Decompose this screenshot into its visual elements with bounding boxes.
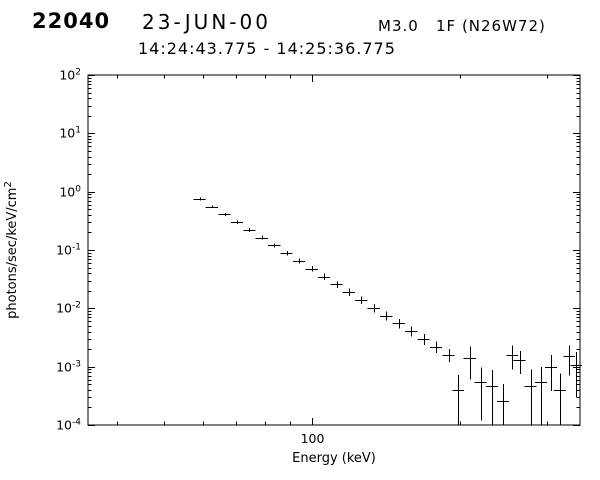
x-axis-label: Energy (keV) (292, 451, 376, 466)
y-tick-label: 101 (59, 126, 81, 141)
x-axis: 100 (117, 75, 548, 446)
data-point (230, 220, 244, 224)
data-point (193, 197, 206, 201)
time-range: 14:24:43.775 - 14:25:36.775 (138, 39, 396, 58)
data-points (193, 197, 583, 425)
data-point (463, 346, 476, 380)
data-point (506, 345, 519, 370)
data-point (380, 311, 393, 321)
data-point (292, 258, 306, 264)
flare-number: 22040 (32, 9, 111, 33)
data-point (496, 384, 509, 425)
data-point (563, 345, 576, 376)
y-tick-label: 100 (59, 185, 81, 200)
data-point (486, 370, 499, 425)
data-point (554, 373, 567, 425)
data-point (268, 243, 281, 248)
flare-position: 1F (N26W72) (436, 17, 546, 35)
y-tick-label: 10-1 (56, 243, 81, 258)
data-point (330, 281, 343, 288)
data-point (404, 326, 418, 337)
y-tick-label: 102 (59, 68, 81, 83)
data-point (524, 369, 537, 425)
plot-frame (87, 74, 581, 426)
y-tick-label: 10-2 (56, 301, 81, 316)
y-tick-label: 10-4 (56, 418, 81, 433)
data-point (218, 212, 231, 216)
data-point (452, 374, 465, 425)
data-point (342, 288, 355, 296)
data-point (318, 273, 331, 280)
data-point (513, 351, 526, 374)
data-point (305, 266, 318, 272)
goes-class: M3.0 (378, 17, 419, 35)
y-tick-label: 10-3 (56, 360, 81, 375)
data-point (367, 303, 380, 313)
y-axis: 102 101 100 10-1 10-2 10-3 10-4 (56, 68, 580, 433)
data-point (205, 205, 218, 209)
data-point (243, 228, 256, 232)
data-point (280, 250, 293, 256)
data-point (545, 355, 558, 392)
data-point (255, 235, 269, 240)
y-axis-label: photons/sec/keV/cm2 (3, 181, 20, 319)
x-tick-label: 100 (301, 431, 325, 446)
data-point (442, 349, 455, 362)
data-point (392, 319, 405, 329)
data-point (570, 351, 583, 398)
data-point (429, 341, 443, 354)
flare-date: 23-JUN-00 (142, 10, 271, 34)
data-point (355, 296, 368, 305)
data-point (535, 366, 548, 425)
data-point (417, 333, 430, 345)
data-point (474, 367, 487, 421)
